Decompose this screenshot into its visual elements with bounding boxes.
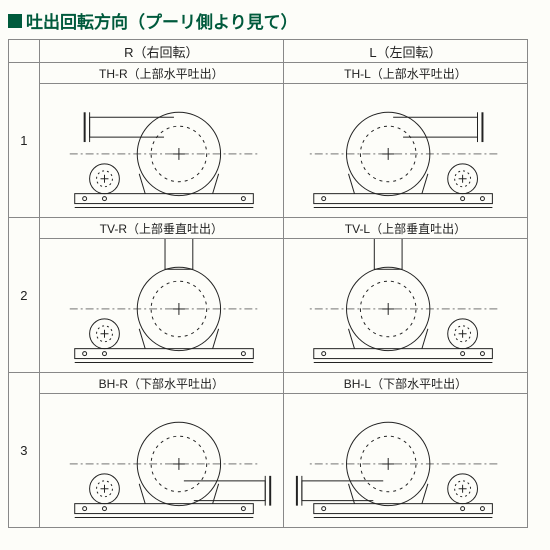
cell-label-3r: BH-R（下部水平吐出）: [39, 373, 283, 394]
diagram-1l: [283, 84, 527, 218]
section-title: 吐出回転方向（プーリ側より見て）: [8, 8, 542, 33]
row-num-2: 2: [9, 218, 40, 373]
header-blank: [9, 40, 40, 63]
diagram-1r: [39, 84, 283, 218]
cell-label-2l: TV-L（上部垂直吐出）: [283, 218, 527, 239]
diagram-2l: [283, 239, 527, 373]
title-marker: [8, 14, 22, 28]
title-text: 吐出回転方向（プーリ側より見て）: [26, 8, 298, 33]
diagram-2r: [39, 239, 283, 373]
row-num-1: 1: [9, 63, 40, 218]
header-r: R（右回転）: [39, 40, 283, 63]
cell-label-2r: TV-R（上部垂直吐出）: [39, 218, 283, 239]
row-num-3: 3: [9, 373, 40, 528]
diagram-3l: [283, 394, 527, 528]
header-l: L（左回転）: [283, 40, 527, 63]
cell-label-1l: TH-L（上部水平吐出）: [283, 63, 527, 84]
diagram-3r: [39, 394, 283, 528]
cell-label-1r: TH-R（上部水平吐出）: [39, 63, 283, 84]
rotation-direction-table: R（右回転） L（左回転） 1 TH-R（上部水平吐出） TH-L（上部水平吐出…: [8, 39, 528, 528]
cell-label-3l: BH-L（下部水平吐出）: [283, 373, 527, 394]
